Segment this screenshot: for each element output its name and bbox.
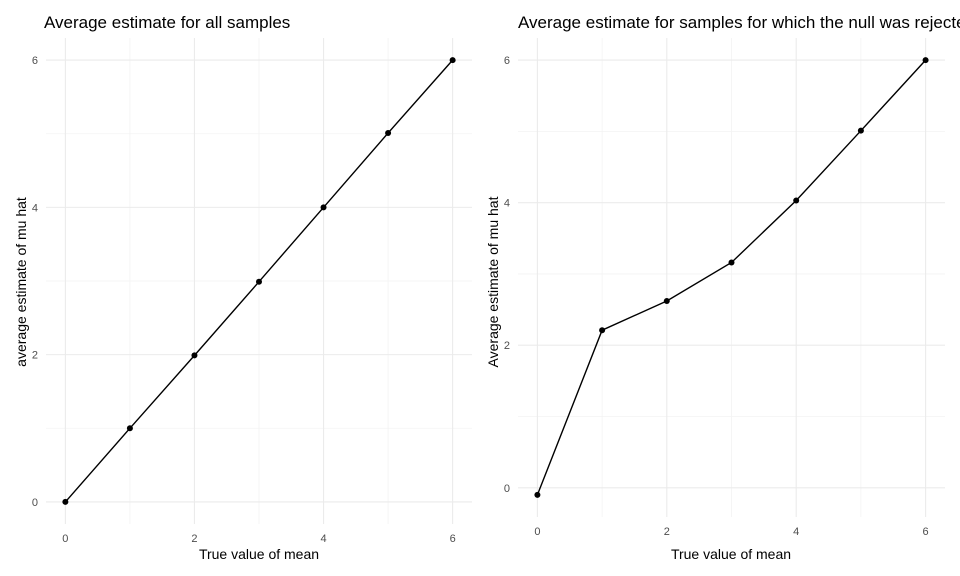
data-point [256, 278, 262, 285]
chart-title: Average estimate for all samples [44, 13, 290, 32]
y-axis-title: Average estimate of mu hat [485, 196, 501, 367]
y-tick-label: 4 [32, 202, 38, 214]
data-point [728, 259, 735, 266]
x-tick-label: 4 [320, 533, 326, 545]
data-point [599, 327, 606, 334]
data-point [385, 129, 392, 136]
data-point [126, 425, 133, 432]
data-point [857, 127, 864, 134]
x-tick-label: 0 [62, 533, 68, 545]
chart-panel-null-rejected: Average estimate for samples for which t… [485, 13, 960, 562]
data-point [449, 57, 456, 64]
data-point [534, 491, 541, 498]
x-tick-label: 2 [191, 533, 197, 545]
x-tick-label: 0 [534, 526, 540, 538]
x-tick-labels: 0 2 4 6 [62, 533, 455, 545]
data-points [534, 57, 929, 498]
data-points [62, 57, 456, 505]
grid [518, 38, 945, 517]
data-point [62, 498, 69, 505]
x-tick-label: 2 [664, 526, 670, 538]
data-point [191, 352, 198, 359]
chart-title: Average estimate for samples for which t… [518, 13, 960, 32]
y-tick-labels: 0 2 4 6 [504, 55, 510, 495]
y-tick-label: 0 [32, 497, 38, 509]
x-tick-label: 6 [923, 526, 929, 538]
data-point [320, 204, 327, 211]
y-tick-label: 6 [504, 55, 510, 67]
x-axis-title: True value of mean [671, 546, 791, 562]
chart-panel-all-samples: Average estimate for all samples 0 2 4 6 0 2… [13, 13, 472, 562]
data-point [663, 298, 670, 305]
y-tick-labels: 0 2 4 6 [32, 55, 38, 509]
y-tick-label: 4 [504, 198, 510, 210]
x-tick-label: 4 [793, 526, 799, 538]
x-tick-labels: 0 2 4 6 [534, 526, 928, 538]
x-tick-label: 6 [450, 533, 456, 545]
y-tick-label: 2 [504, 340, 510, 352]
x-axis-title: True value of mean [199, 546, 319, 562]
y-tick-label: 2 [32, 350, 38, 362]
data-point [922, 57, 929, 64]
y-tick-label: 0 [504, 483, 510, 495]
data-point [793, 197, 800, 204]
y-axis-title: average estimate of mu hat [13, 197, 29, 367]
y-tick-label: 6 [32, 55, 38, 67]
